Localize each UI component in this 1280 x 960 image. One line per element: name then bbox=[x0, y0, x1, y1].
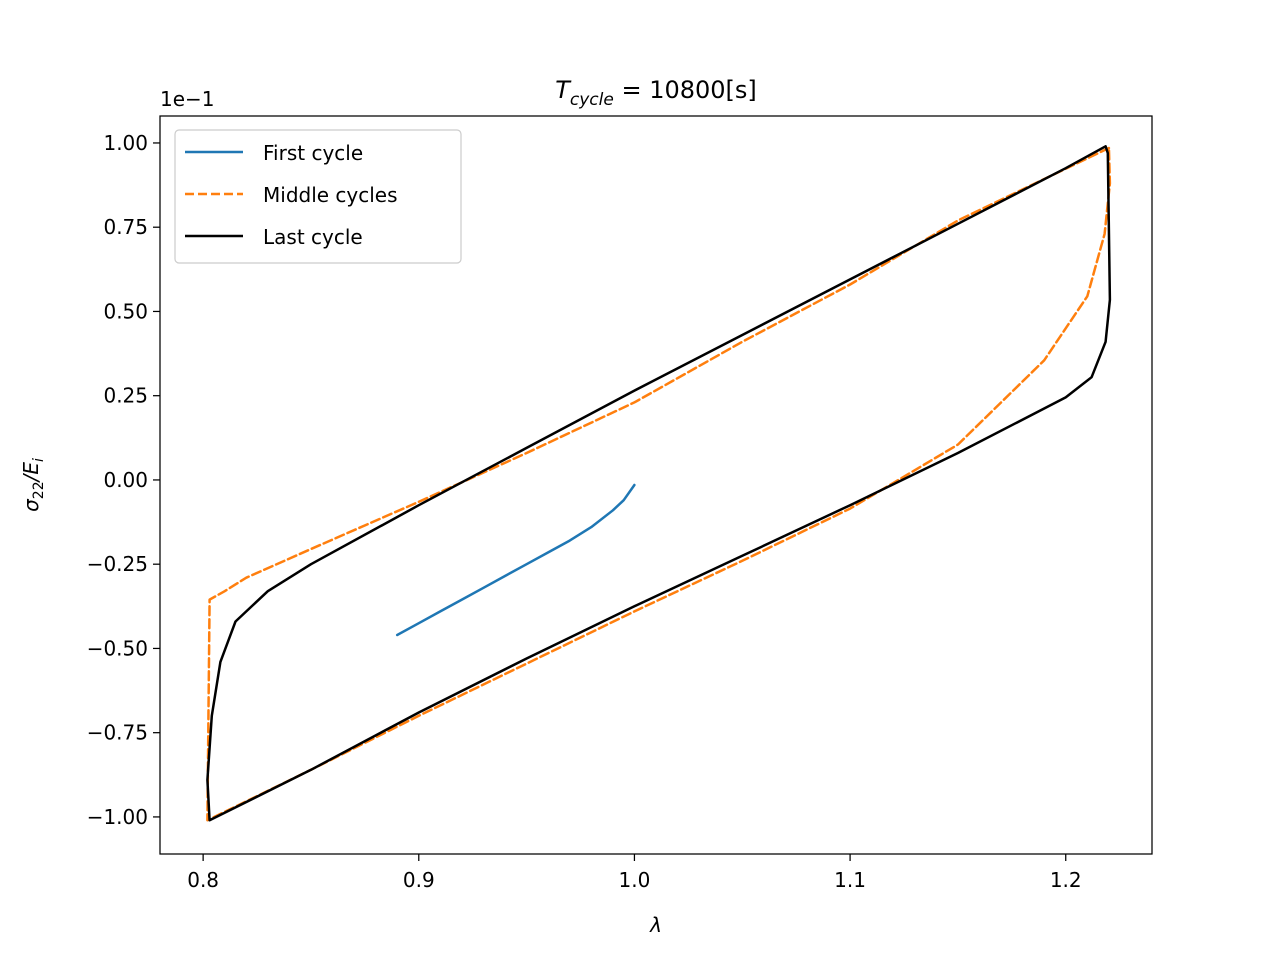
axes-frame bbox=[159, 115, 1153, 855]
chart-title: Tcycle = 10800[s] bbox=[555, 76, 757, 110]
x-tick-label: 0.8 bbox=[187, 868, 219, 892]
y-tick-label: 0.50 bbox=[103, 299, 148, 323]
y-axis-label: σ22/Ei bbox=[19, 458, 47, 512]
x-axis-label: λ bbox=[649, 913, 662, 937]
y-tick-label: −0.25 bbox=[87, 552, 148, 576]
legend-label-first-cycle: First cycle bbox=[263, 141, 363, 165]
y-axis-ticks: 1.00 0.75 0.50 0.25 0.00 −0.25 −0.50 −0.75 −1.00 bbox=[87, 131, 160, 829]
series-line-last-cycle bbox=[206, 145, 1112, 822]
y-tick-label: −0.50 bbox=[87, 636, 148, 660]
series-line-middle-cycles bbox=[206, 146, 1112, 822]
y-tick-label: 0.75 bbox=[103, 215, 148, 239]
legend-label-middle-cycles: Middle cycles bbox=[263, 183, 398, 207]
y-tick-label: 0.00 bbox=[103, 468, 148, 492]
legend-label-last-cycle: Last cycle bbox=[263, 225, 363, 249]
series-line-first-cycle bbox=[395, 483, 636, 637]
y-tick-label: 0.25 bbox=[103, 384, 148, 408]
x-tick-label: 1.2 bbox=[1050, 868, 1082, 892]
legend: First cycle Middle cycles Last cycle bbox=[174, 129, 462, 264]
y-tick-label: −1.00 bbox=[87, 805, 148, 829]
legend-box bbox=[174, 129, 462, 264]
x-axis-ticks: 0.8 0.9 1.0 1.1 1.2 bbox=[187, 854, 1082, 892]
y-tick-label: −0.75 bbox=[87, 721, 148, 745]
x-tick-label: 1.0 bbox=[619, 868, 651, 892]
x-tick-label: 0.9 bbox=[403, 868, 435, 892]
x-tick-label: 1.1 bbox=[834, 868, 866, 892]
series-layer bbox=[206, 145, 1112, 822]
y-offset-text: 1e−1 bbox=[160, 87, 215, 111]
y-tick-label: 1.00 bbox=[103, 131, 148, 155]
